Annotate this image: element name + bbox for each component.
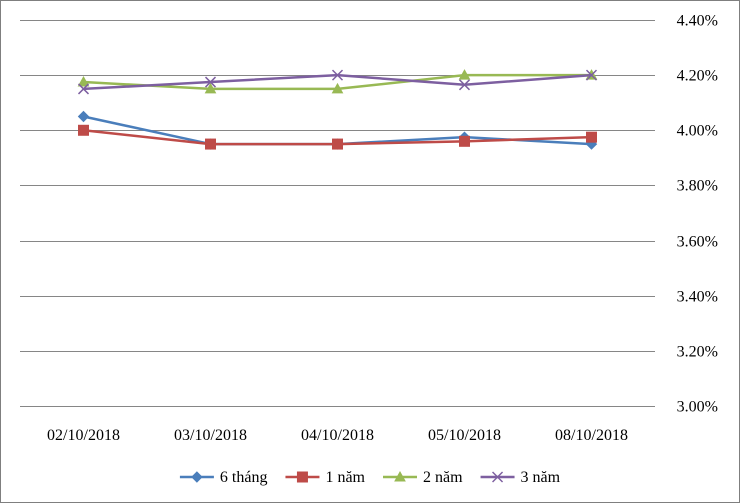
series-marker xyxy=(458,69,471,80)
legend-label: 2 năm xyxy=(423,469,463,486)
marker-stroke xyxy=(492,471,504,483)
y-tick-label: 3.40% xyxy=(677,289,718,306)
legend-item: 2 năm xyxy=(383,469,463,486)
series-marker xyxy=(205,138,216,150)
series-marker xyxy=(586,131,597,143)
x-tick-label: 05/10/2018 xyxy=(428,427,501,444)
series-marker xyxy=(394,470,406,482)
x-axis-tick-labels: 02/10/2018 03/10/2018 04/10/2018 05/10/2018… xyxy=(47,427,628,444)
series-marker xyxy=(204,82,217,94)
series-marker xyxy=(458,79,471,91)
series-x xyxy=(77,69,598,95)
y-axis-tick-labels: 3.00% 3.20% 3.40% 3.60% 3.80% 4.00% 4.20% 4.40% xyxy=(677,13,718,416)
marker-stroke xyxy=(204,76,217,88)
x-tick-label: 08/10/2018 xyxy=(555,427,628,444)
x-tick-label: 02/10/2018 xyxy=(47,427,120,444)
y-tick-label: 4.20% xyxy=(677,68,718,85)
y-tick-label: 3.60% xyxy=(677,234,718,251)
series-marker xyxy=(204,76,217,88)
legend-item: 1 năm xyxy=(285,469,366,486)
series-marker xyxy=(191,471,203,483)
series-triangle xyxy=(77,69,598,94)
legend-label: 3 năm xyxy=(521,469,561,486)
marker-stroke xyxy=(458,79,471,91)
y-tick-label: 3.80% xyxy=(677,178,718,195)
marker-stroke xyxy=(585,69,598,81)
y-tick-label: 4.00% xyxy=(677,123,718,140)
series-marker xyxy=(77,110,90,123)
series-marker xyxy=(77,83,90,95)
series-marker xyxy=(459,135,470,147)
y-tick-label: 4.40% xyxy=(677,13,718,30)
series-marker xyxy=(77,76,90,87)
series-marker xyxy=(331,82,344,94)
series-marker xyxy=(332,138,343,150)
series-marker xyxy=(585,69,598,81)
legend-label: 6 tháng xyxy=(220,469,268,486)
legend: 6 tháng 1 năm 2 năm 3 năm xyxy=(179,469,561,486)
legend-item: 6 tháng xyxy=(179,469,268,486)
series-square xyxy=(78,124,597,150)
legend-item: 3 năm xyxy=(480,469,561,486)
series-lines xyxy=(77,69,598,150)
series-marker xyxy=(296,471,308,483)
legend-label: 1 năm xyxy=(325,469,365,486)
x-tick-label: 03/10/2018 xyxy=(174,427,247,444)
x-tick-label: 04/10/2018 xyxy=(301,427,374,444)
series-marker xyxy=(492,471,504,483)
y-tick-label: 3.20% xyxy=(677,344,718,361)
marker-stroke xyxy=(331,69,344,81)
series-marker xyxy=(78,124,89,136)
marker-stroke xyxy=(77,83,90,95)
series-marker xyxy=(331,69,344,81)
y-tick-label: 3.00% xyxy=(677,399,718,416)
